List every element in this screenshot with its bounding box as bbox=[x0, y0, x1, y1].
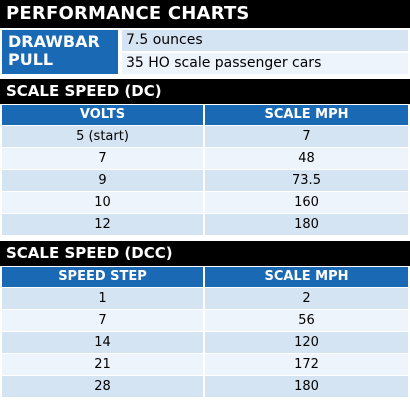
dcc-table-header: SPEED STEP SCALE MPH bbox=[0, 267, 410, 288]
dc-cell-mph: 48 bbox=[205, 148, 408, 169]
dc-cell-mph: 73.5 bbox=[205, 170, 408, 191]
dcc-cell-speed-step: 28 bbox=[2, 376, 203, 397]
table-row: 21 172 bbox=[0, 354, 410, 375]
dc-section-title: SCALE SPEED (DC) bbox=[6, 82, 162, 100]
table-row: 10 160 bbox=[0, 192, 410, 213]
dcc-section-title: SCALE SPEED (DCC) bbox=[6, 244, 173, 262]
table-row: 7 56 bbox=[0, 310, 410, 331]
table-row: 9 73.5 bbox=[0, 170, 410, 191]
dcc-header-scale-mph: SCALE MPH bbox=[205, 267, 408, 287]
page-title: PERFORMANCE CHARTS bbox=[6, 3, 250, 24]
drawbar-pull-label: DRAWBAR PULL bbox=[2, 30, 118, 74]
dc-cell-volts: 12 bbox=[2, 214, 203, 235]
dc-cell-mph: 7 bbox=[205, 126, 408, 147]
dcc-cell-mph: 56 bbox=[205, 310, 408, 331]
drawbar-pull-block: DRAWBAR PULL 7.5 ounces 35 HO scale pass… bbox=[0, 28, 410, 76]
dcc-cell-mph: 2 bbox=[205, 288, 408, 309]
dc-table-header: VOLTS SCALE MPH bbox=[0, 105, 410, 126]
dc-section-title-bar: SCALE SPEED (DC) bbox=[0, 79, 410, 104]
table-row: 28 180 bbox=[0, 376, 410, 397]
dc-cell-volts: 7 bbox=[2, 148, 203, 169]
dcc-cell-speed-step: 7 bbox=[2, 310, 203, 331]
dcc-cell-speed-step: 14 bbox=[2, 332, 203, 353]
dc-header-volts: VOLTS bbox=[2, 105, 203, 125]
title-bar: PERFORMANCE CHARTS bbox=[0, 0, 410, 28]
dcc-cell-speed-step: 21 bbox=[2, 354, 203, 375]
dc-cell-volts: 5 (start) bbox=[2, 126, 203, 147]
dc-cell-mph: 180 bbox=[205, 214, 408, 235]
dcc-cell-speed-step: 1 bbox=[2, 288, 203, 309]
dcc-cell-mph: 120 bbox=[205, 332, 408, 353]
drawbar-pull-cars: 35 HO scale passenger cars bbox=[122, 53, 408, 74]
dcc-section-title-bar: SCALE SPEED (DCC) bbox=[0, 241, 410, 266]
table-row: 5 (start) 7 bbox=[0, 126, 410, 147]
table-row: 1 2 bbox=[0, 288, 410, 309]
table-row: 12 180 bbox=[0, 214, 410, 235]
dc-header-scale-mph: SCALE MPH bbox=[205, 105, 408, 125]
table-row: 14 120 bbox=[0, 332, 410, 353]
dc-cell-volts: 9 bbox=[2, 170, 203, 191]
dc-cell-volts: 10 bbox=[2, 192, 203, 213]
drawbar-pull-weight: 7.5 ounces bbox=[122, 30, 408, 51]
dcc-cell-mph: 172 bbox=[205, 354, 408, 375]
dcc-cell-mph: 180 bbox=[205, 376, 408, 397]
table-row: 7 48 bbox=[0, 148, 410, 169]
dcc-header-speed-step: SPEED STEP bbox=[2, 267, 203, 287]
dc-cell-mph: 160 bbox=[205, 192, 408, 213]
